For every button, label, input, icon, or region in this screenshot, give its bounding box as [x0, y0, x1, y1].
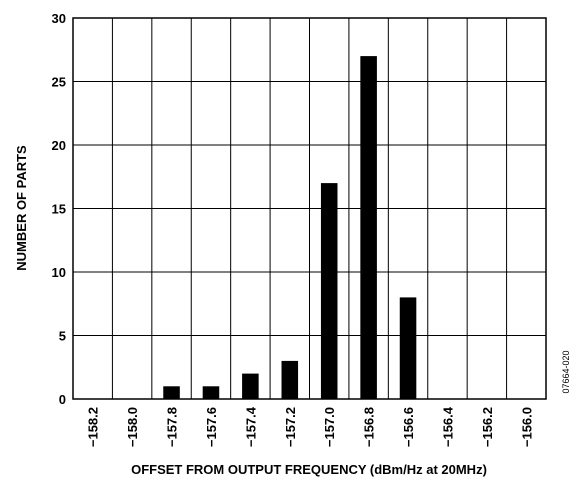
bar [281, 360, 299, 399]
x-tick-label: −157.8 [165, 407, 180, 447]
x-axis-ticks: −158.2 −158.0 −157.8 −157.6 −157.4 −157.2 −157… [86, 406, 535, 447]
x-tick-label: −157.6 [204, 407, 219, 447]
bar [399, 297, 417, 399]
x-tick-label: −156.0 [519, 407, 534, 447]
x-tick-label: −158.0 [125, 407, 140, 447]
x-axis-title: OFFSET FROM OUTPUT FREQUENCY (dBm/Hz at … [131, 462, 487, 477]
x-tick-label: −156.2 [480, 407, 495, 447]
bar [242, 373, 259, 399]
x-tick-label: −157.0 [322, 407, 337, 447]
x-tick-label: −156.4 [440, 406, 455, 447]
bar [320, 183, 338, 399]
y-tick-label: 30 [52, 11, 66, 26]
y-axis-ticks: 0 5 10 15 20 25 30 [52, 11, 66, 407]
bar [360, 56, 377, 399]
plot-frame [72, 17, 547, 400]
grid [73, 18, 546, 399]
x-tick-label: −158.2 [86, 407, 101, 447]
bar [163, 386, 180, 399]
figure-id: 07664-020 [561, 350, 571, 393]
x-tick-label: −156.8 [362, 407, 377, 447]
y-tick-label: 15 [52, 202, 66, 217]
x-tick-label: −156.6 [401, 407, 416, 447]
y-tick-label: 20 [52, 138, 66, 153]
y-tick-label: 25 [52, 75, 66, 90]
x-tick-label: −157.4 [243, 406, 258, 447]
bar [202, 386, 220, 399]
bars [163, 56, 417, 399]
y-axis-title: NUMBER OF PARTS [14, 145, 29, 271]
x-tick-label: −157.2 [283, 407, 298, 447]
y-tick-label: 5 [59, 329, 66, 344]
y-tick-label: 10 [52, 265, 66, 280]
y-tick-label: 0 [59, 392, 66, 407]
